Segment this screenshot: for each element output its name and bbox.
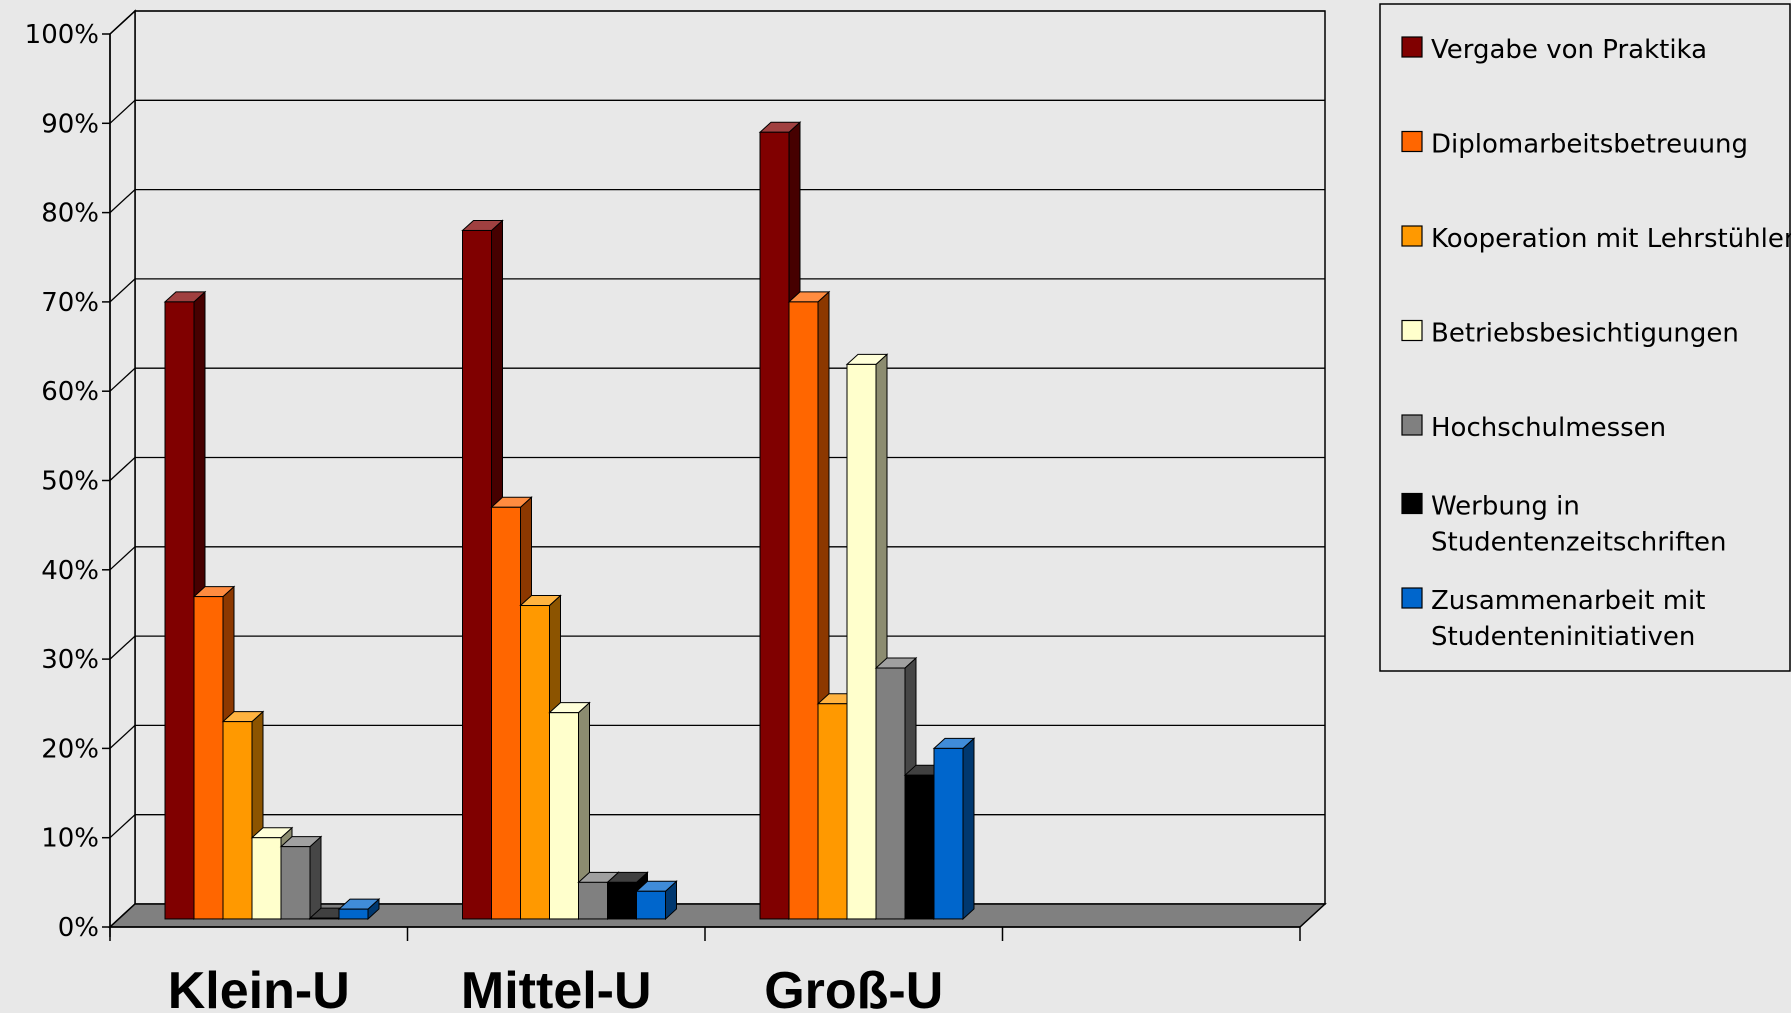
y-tick-label: 0% [58,913,99,943]
bar-front [760,132,789,919]
legend-label: Studenteninitiativen [1431,622,1695,652]
bar-front [905,775,934,919]
legend-swatch [1402,37,1422,57]
legend-swatch [1402,226,1422,246]
legend-swatch [1402,494,1422,514]
bar-front [463,230,492,918]
y-tick-label: 90% [41,109,99,139]
bar-side [310,837,321,919]
y-tick-label: 40% [41,556,99,586]
bar-front [492,507,521,919]
bar-front [637,891,666,919]
bar-front [847,364,876,919]
legend-label: Werbung in [1431,492,1580,522]
legend-label: Diplomarbeitsbetreuung [1431,130,1748,160]
legend-swatch [1402,588,1422,608]
legend-label: Betriebsbesichtigungen [1431,319,1739,349]
bar-front [579,882,608,919]
y-tick-label: 60% [41,377,99,407]
bar-front [789,302,818,919]
legend-label: Kooperation mit Lehrstühlen [1431,224,1791,254]
y-tick-label: 100% [25,20,99,50]
legend-label: Studentenzeitschriften [1431,528,1726,558]
bar [637,881,677,919]
category-label: Mittel-U [461,962,652,1013]
bar-front [252,838,281,919]
category-label: Groß-U [764,962,943,1013]
legend-label: Zusammenarbeit mit [1431,586,1705,616]
y-tick-label: 20% [41,734,99,764]
bar-front [339,909,368,919]
y-tick-label: 50% [41,467,99,497]
legend-swatch [1402,321,1422,341]
y-tick-label: 10% [41,824,99,854]
legend-label: Hochschulmessen [1431,413,1666,443]
legend-label: Vergabe von Praktika [1431,35,1707,65]
bar-front [165,302,194,919]
bar-front [550,713,579,919]
legend-swatch [1402,415,1422,435]
category-label: Klein-U [168,962,350,1013]
bar-front [310,918,339,919]
bar-front [521,606,550,919]
bar-front [194,597,223,919]
legend-swatch [1402,132,1422,152]
bar-front [281,847,310,919]
bar-side [963,738,974,919]
y-tick-label: 30% [41,645,99,675]
bar-front [608,882,637,919]
y-tick-label: 70% [41,288,99,318]
y-tick-label: 80% [41,199,99,229]
bar-front [934,748,963,919]
bar-front [876,668,905,919]
bar-front [223,722,252,919]
bar [281,837,321,919]
bar [934,738,974,919]
bar-front [818,704,847,919]
